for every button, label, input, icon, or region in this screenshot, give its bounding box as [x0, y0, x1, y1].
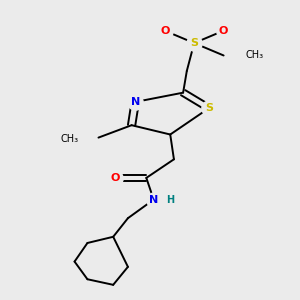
- Text: H: H: [166, 195, 174, 205]
- Text: S: S: [190, 38, 198, 48]
- Text: N: N: [131, 97, 140, 107]
- Text: CH₃: CH₃: [246, 50, 264, 61]
- Text: O: O: [110, 173, 120, 183]
- Text: O: O: [219, 26, 228, 36]
- Text: CH₃: CH₃: [60, 134, 78, 144]
- Text: O: O: [160, 26, 169, 36]
- Text: N: N: [149, 195, 158, 205]
- Text: S: S: [205, 103, 213, 113]
